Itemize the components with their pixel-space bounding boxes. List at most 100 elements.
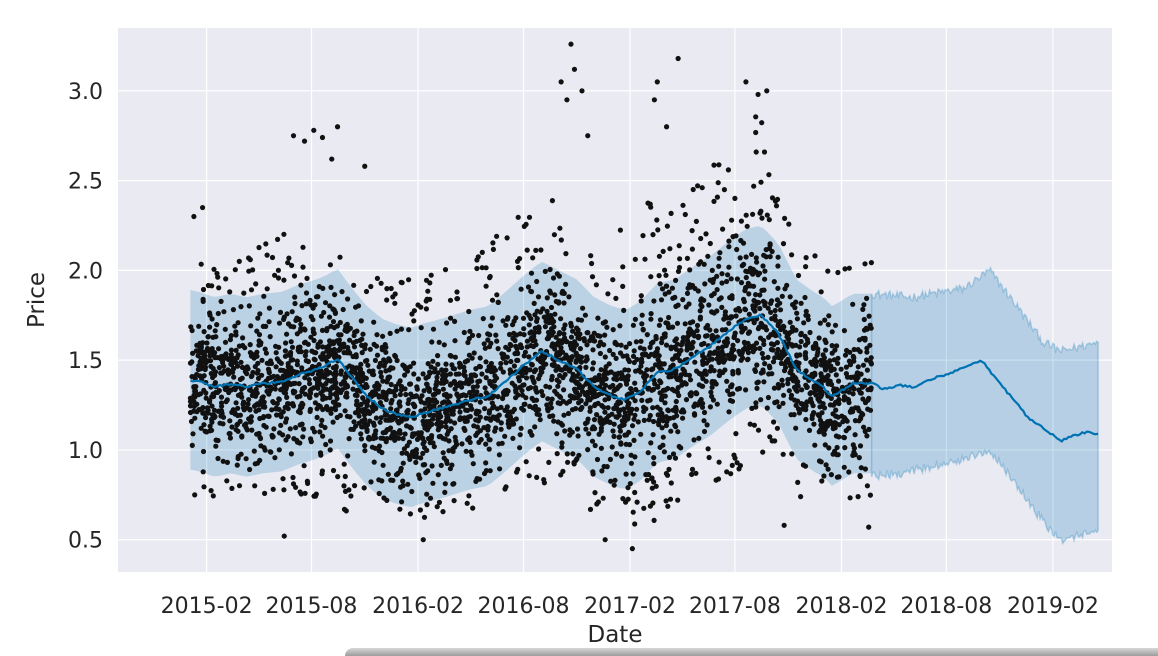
observed-point xyxy=(524,344,530,350)
observed-point xyxy=(788,412,794,418)
observed-point xyxy=(507,414,513,420)
observed-point xyxy=(228,352,234,358)
observed-point xyxy=(549,377,555,383)
observed-point xyxy=(414,436,421,442)
observed-point xyxy=(427,370,433,376)
observed-point xyxy=(238,451,244,457)
observed-point xyxy=(397,468,404,474)
observed-point xyxy=(719,304,725,310)
observed-point xyxy=(235,392,241,398)
observed-point xyxy=(716,459,722,465)
observed-point xyxy=(394,328,400,334)
observed-point xyxy=(456,404,462,410)
observed-point xyxy=(209,403,215,409)
observed-point xyxy=(380,378,386,384)
observed-point xyxy=(418,399,424,405)
observed-points xyxy=(187,41,875,552)
observed-point xyxy=(201,422,207,428)
observed-point xyxy=(818,373,825,379)
observed-point xyxy=(551,232,558,238)
observed-point xyxy=(609,444,615,450)
observed-point xyxy=(474,417,481,423)
observed-point xyxy=(758,179,764,185)
observed-point xyxy=(350,386,356,392)
observed-point xyxy=(760,449,766,455)
observed-point xyxy=(766,217,772,223)
observed-point xyxy=(233,400,239,406)
observed-point xyxy=(447,382,453,388)
observed-point xyxy=(802,353,809,359)
observed-point xyxy=(861,302,867,308)
observed-point xyxy=(318,313,324,319)
observed-point xyxy=(773,203,780,209)
observed-point xyxy=(498,420,504,426)
observed-point xyxy=(660,248,666,254)
observed-point xyxy=(474,389,480,395)
observed-point xyxy=(446,448,452,454)
observed-point xyxy=(189,442,195,448)
observed-point xyxy=(547,384,553,390)
observed-point xyxy=(843,428,849,434)
observed-point xyxy=(520,315,527,321)
observed-point xyxy=(647,397,653,403)
observed-point xyxy=(487,273,493,280)
observed-point xyxy=(334,338,340,344)
observed-point xyxy=(348,426,354,432)
observed-point xyxy=(675,497,681,503)
observed-point xyxy=(567,427,573,433)
observed-point xyxy=(311,349,317,355)
observed-point xyxy=(702,355,708,361)
observed-point xyxy=(590,347,596,353)
observed-point xyxy=(466,435,472,441)
observed-point xyxy=(625,414,631,420)
observed-point xyxy=(621,307,627,313)
observed-point xyxy=(531,300,537,306)
observed-point xyxy=(532,403,539,409)
observed-point xyxy=(292,294,298,300)
observed-point xyxy=(587,506,594,512)
observed-point xyxy=(330,399,336,405)
observed-point xyxy=(215,408,221,414)
observed-point xyxy=(467,328,473,334)
observed-point xyxy=(424,502,430,508)
observed-point xyxy=(310,326,316,332)
observed-point xyxy=(430,416,436,422)
observed-point xyxy=(803,382,809,388)
observed-point xyxy=(536,407,542,413)
observed-point xyxy=(650,405,656,411)
observed-point xyxy=(696,435,702,441)
observed-point xyxy=(360,331,366,337)
observed-point xyxy=(338,344,344,350)
observed-point xyxy=(216,346,222,352)
observed-point xyxy=(489,315,495,321)
observed-point xyxy=(740,346,747,353)
observed-point xyxy=(276,396,282,403)
observed-point xyxy=(529,395,535,401)
observed-point xyxy=(588,388,594,394)
observed-point xyxy=(210,334,216,340)
observed-point xyxy=(626,358,633,365)
observed-point xyxy=(689,471,695,477)
observed-point xyxy=(592,401,599,407)
observed-point xyxy=(605,405,611,411)
observed-point xyxy=(716,353,722,359)
observed-point xyxy=(683,397,690,403)
observed-point xyxy=(427,403,433,409)
observed-point xyxy=(479,371,485,377)
observed-point xyxy=(343,323,349,329)
observed-point xyxy=(307,381,313,387)
observed-point xyxy=(647,344,653,350)
observed-point xyxy=(272,386,278,392)
observed-point xyxy=(725,167,732,173)
observed-point xyxy=(663,342,670,348)
observed-point xyxy=(448,315,454,321)
observed-point xyxy=(277,430,283,436)
observed-point xyxy=(281,314,287,320)
observed-point xyxy=(802,333,808,339)
observed-point xyxy=(753,129,759,136)
observed-point xyxy=(247,387,253,393)
observed-point xyxy=(643,472,649,478)
observed-point xyxy=(628,386,634,392)
observed-point xyxy=(798,330,804,336)
observed-point xyxy=(346,487,352,493)
